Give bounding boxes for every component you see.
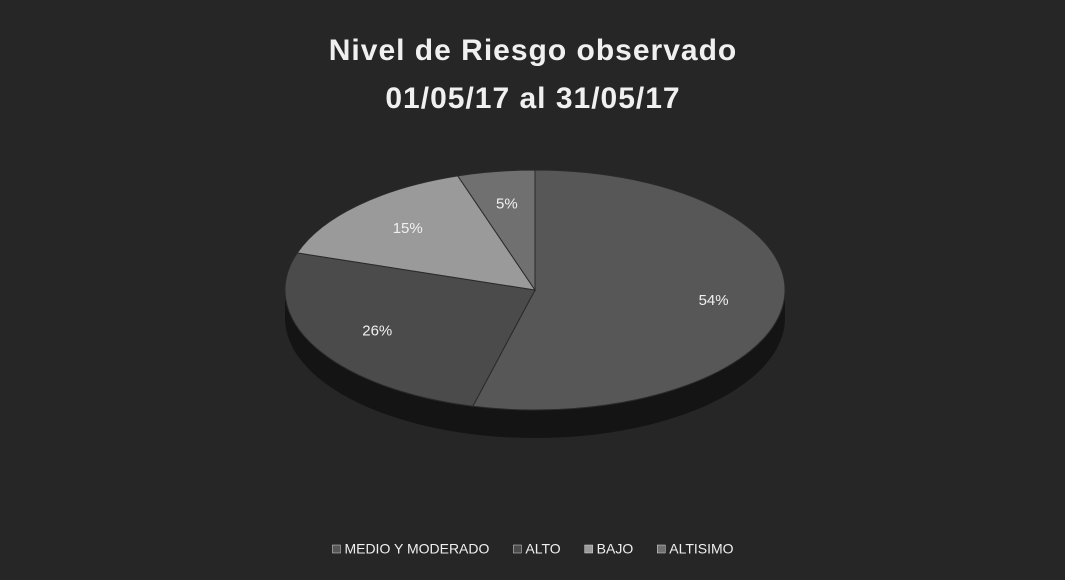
pie-slice (284, 252, 536, 407)
legend-label: ALTO (525, 541, 560, 557)
data-label: 15% (393, 220, 423, 237)
pie-slice (472, 169, 786, 411)
legend-marker (584, 544, 593, 554)
legend-label: ALTISIMO (669, 541, 733, 557)
legend-label: BAJO (597, 541, 634, 557)
data-label: 54% (699, 292, 729, 309)
legend-marker (657, 544, 666, 554)
chart-subtitle: 01/05/17 al 31/05/17 (385, 82, 680, 115)
legend-marker (513, 544, 522, 554)
data-label: 5% (496, 196, 518, 213)
data-label: 26% (362, 323, 392, 340)
pie-slice (456, 169, 536, 292)
legend-label: MEDIO Y MODERADO (344, 541, 489, 557)
chart-title: Nivel de Riesgo observado (329, 34, 737, 67)
legend-marker (332, 544, 341, 554)
pie-slice (296, 175, 537, 291)
